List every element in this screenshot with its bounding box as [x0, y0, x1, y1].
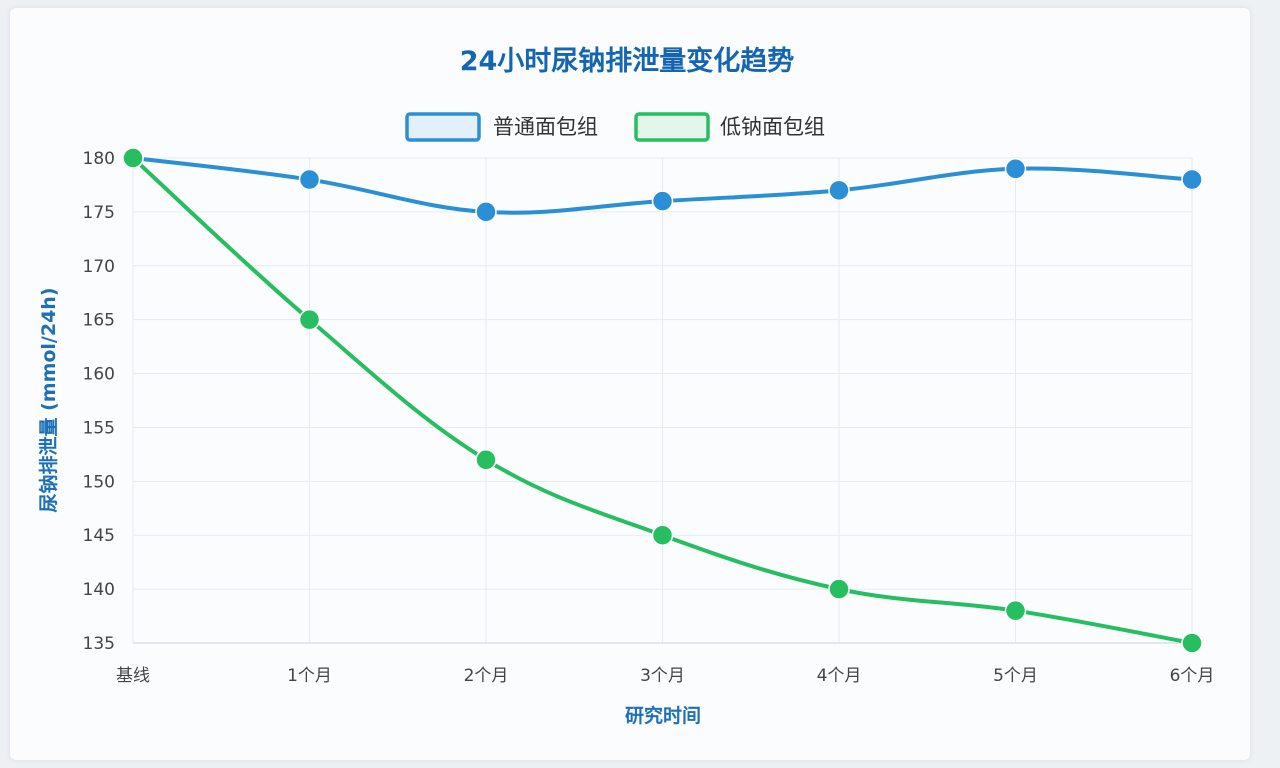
- y-tick-label: 150: [83, 472, 115, 492]
- chart-title: 24小时尿钠排泄量变化趋势: [460, 45, 795, 77]
- x-tick-label: 4个月: [817, 666, 862, 686]
- x-tick-label: 3个月: [640, 666, 685, 686]
- data-point[interactable]: [651, 190, 674, 212]
- data-point[interactable]: [1181, 632, 1203, 654]
- data-point[interactable]: [828, 578, 850, 600]
- data-point[interactable]: [298, 308, 321, 331]
- legend-swatch-regular: [405, 112, 481, 142]
- y-tick-label: 145: [83, 526, 115, 546]
- data-point[interactable]: [475, 201, 497, 223]
- data-point[interactable]: [298, 168, 321, 191]
- x-tick-label: 5个月: [993, 666, 1038, 686]
- legend-label-low-sodium: 低钠面包组: [720, 115, 825, 139]
- x-tick-label: 6个月: [1170, 666, 1215, 686]
- x-axis-title: 研究时间: [625, 704, 701, 727]
- x-tick-label: 1个月: [287, 666, 332, 686]
- legend: 普通面包组 低钠面包组: [405, 112, 825, 142]
- legend-swatch-low-sodium: [634, 112, 710, 142]
- data-point[interactable]: [1181, 168, 1203, 191]
- y-tick-label: 160: [83, 365, 115, 385]
- x-axis-ticks: 基线 1个月 2个月 3个月 4个月 5个月 6个月: [116, 666, 1214, 686]
- data-point[interactable]: [828, 179, 850, 202]
- y-tick-label: 175: [83, 203, 115, 223]
- data-point[interactable]: [1004, 599, 1027, 622]
- x-tick-label: 基线: [116, 666, 150, 686]
- legend-label-regular: 普通面包组: [493, 115, 598, 139]
- data-point[interactable]: [651, 524, 674, 546]
- y-tick-label: 165: [83, 311, 115, 331]
- y-tick-label: 170: [83, 257, 115, 277]
- y-tick-label: 135: [83, 634, 115, 654]
- y-axis-title: 尿钠排泄量 (mmol/24h): [37, 287, 60, 512]
- data-point[interactable]: [122, 147, 144, 169]
- series-points: [122, 147, 1203, 654]
- y-axis-ticks: 180 175 170 165 160 155 150 145 140 135: [83, 149, 115, 654]
- gridlines: [132, 157, 1193, 643]
- data-point[interactable]: [1004, 158, 1027, 180]
- x-tick-label: 2个月: [464, 666, 509, 686]
- y-tick-label: 155: [83, 418, 115, 438]
- y-tick-label: 140: [83, 580, 115, 600]
- chart-card: [10, 8, 1250, 760]
- y-tick-label: 180: [83, 149, 115, 169]
- data-point[interactable]: [475, 449, 497, 471]
